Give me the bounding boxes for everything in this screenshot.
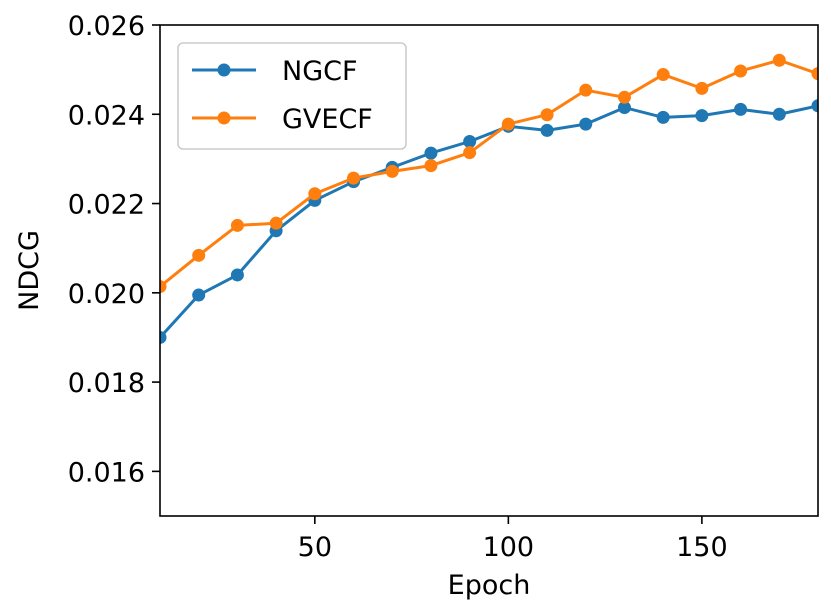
legend-marker-gvecf: [217, 111, 231, 125]
data-point-gvecf: [501, 117, 515, 131]
y-tick-label: 0.022: [68, 190, 145, 221]
data-point-gvecf: [540, 108, 554, 122]
data-point-gvecf: [269, 216, 283, 230]
data-point-gvecf: [230, 218, 244, 232]
data-point-ngcf: [463, 135, 477, 149]
data-point-gvecf: [656, 68, 670, 82]
axis-layer: 0.016 0.018 0.020 0.022 0.024 0.026 50 100 150: [68, 11, 728, 563]
y-axis-label: NDCG: [14, 230, 45, 311]
data-point-gvecf: [424, 159, 438, 173]
legend: NGCF GVECF: [177, 42, 407, 150]
legend-marker-ngcf: [217, 63, 231, 77]
legend-label-ngcf: NGCF: [282, 56, 358, 87]
legend-label-gvecf: GVECF: [282, 104, 373, 135]
data-point-ngcf: [160, 330, 167, 344]
data-point-gvecf: [579, 83, 593, 97]
data-point-ngcf: [656, 110, 670, 124]
data-point-ngcf: [540, 123, 554, 137]
data-point-gvecf: [617, 90, 631, 104]
series-layer: [160, 53, 818, 344]
y-tick-label: 0.020: [68, 279, 145, 310]
x-axis-label: Epoch: [448, 570, 531, 601]
y-tick-label: 0.016: [68, 457, 145, 488]
x-tick-label: 50: [298, 532, 332, 563]
data-point-gvecf: [385, 164, 399, 178]
y-tick-label: 0.024: [68, 100, 145, 131]
data-point-ngcf: [579, 117, 593, 131]
data-point-ngcf: [424, 146, 438, 160]
data-point-gvecf: [347, 171, 361, 185]
data-point-ngcf: [617, 101, 631, 115]
data-point-gvecf: [811, 67, 818, 81]
data-point-ngcf: [772, 107, 786, 121]
data-point-gvecf: [160, 280, 167, 294]
y-tick-label: 0.026: [68, 11, 145, 42]
data-point-ngcf: [811, 99, 818, 113]
data-point-ngcf: [230, 268, 244, 282]
plot-area: [160, 53, 818, 344]
x-tick-label: 100: [483, 532, 535, 563]
plot-frame: [159, 24, 819, 517]
data-point-gvecf: [463, 146, 477, 160]
data-point-ngcf: [734, 102, 748, 116]
data-point-gvecf: [308, 187, 322, 201]
y-tick-label: 0.018: [68, 368, 145, 399]
data-point-ngcf: [695, 109, 709, 123]
data-point-gvecf: [192, 248, 206, 262]
data-point-ngcf: [192, 288, 206, 302]
data-point-gvecf: [695, 81, 709, 95]
series-line-ngcf: [160, 104, 818, 339]
data-point-gvecf: [772, 53, 786, 67]
x-tick-label: 150: [676, 532, 728, 563]
data-point-gvecf: [734, 64, 748, 78]
